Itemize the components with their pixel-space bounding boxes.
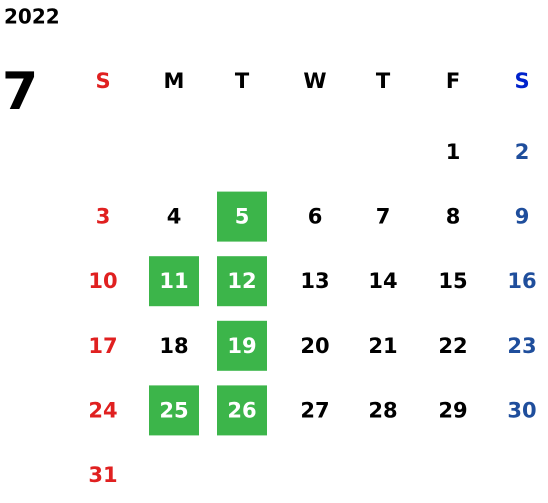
day: 20 [300,334,329,358]
day: 18 [159,334,188,358]
day: 5 [235,205,250,229]
day: 6 [308,205,323,229]
day: 28 [368,398,397,422]
weekday-label: T [235,69,250,93]
highlight-box [217,320,267,371]
highlight-box [149,256,199,307]
day: 27 [300,398,329,422]
day: 2 [515,140,530,164]
day: 22 [438,334,467,358]
day: 14 [368,269,397,293]
day: 8 [446,205,461,229]
day: 26 [227,398,256,422]
highlight-box [217,385,267,436]
day: 29 [438,398,467,422]
day: 17 [88,334,117,358]
year: 2022 [4,5,60,29]
weekday-label: F [446,69,460,93]
weekday-label: W [303,69,326,93]
day: 12 [227,269,256,293]
day: 21 [368,334,397,358]
weekday-label: M [164,69,185,93]
highlight-box [149,385,199,436]
day: 16 [507,269,536,293]
day: 31 [88,463,117,487]
day: 4 [167,205,182,229]
day: 1 [446,140,461,164]
day: 15 [438,269,467,293]
day: 24 [88,398,117,422]
weekday-label: S [95,69,110,93]
day: 25 [159,398,188,422]
day: 10 [88,269,117,293]
day: 23 [507,334,536,358]
highlight-box [217,191,267,242]
weekday-label: T [376,69,391,93]
day: 19 [227,334,256,358]
highlight-box [217,256,267,307]
day: 3 [96,205,111,229]
day: 9 [515,205,530,229]
month: 7 [2,62,38,122]
day: 30 [507,398,536,422]
weekday-label: S [514,69,529,93]
day: 11 [159,269,188,293]
day: 13 [300,269,329,293]
day: 7 [376,205,391,229]
